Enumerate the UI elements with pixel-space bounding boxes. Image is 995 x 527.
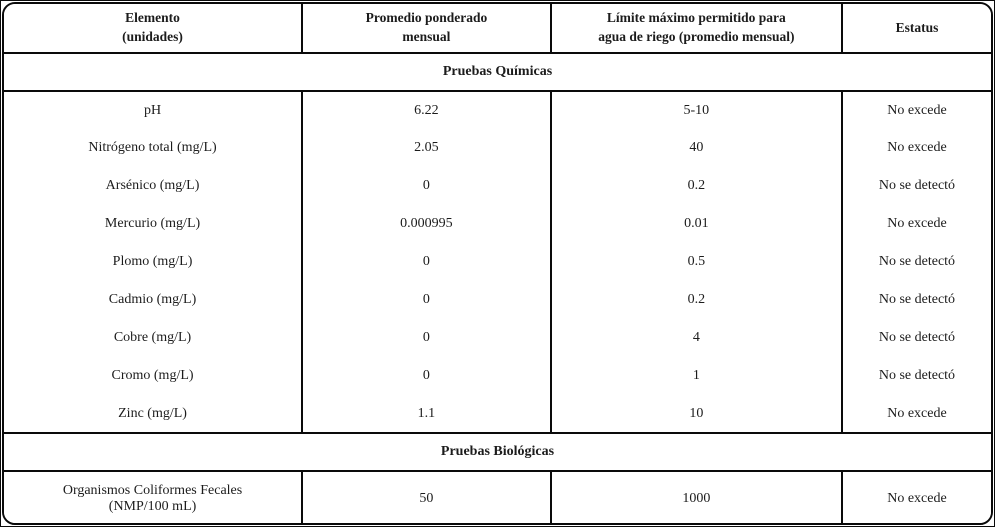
header-line: Promedio ponderado: [365, 10, 488, 26]
table-row: Arsénico (mg/L) 0 0.2 No se detectó: [4, 167, 991, 205]
estatus-cell: No excede: [840, 471, 991, 523]
promedio-cell: 1.1: [301, 395, 551, 433]
promedio-cell: 0: [301, 281, 551, 319]
estatus-cell: No se detectó: [840, 281, 991, 319]
column-header-promedio: Promedio ponderado mensual: [301, 4, 551, 54]
estatus-cell: No se detectó: [840, 167, 991, 205]
header-line: Límite máximo permitido para: [606, 10, 786, 26]
table-row: Cromo (mg/L) 0 1 No se detectó: [4, 357, 991, 395]
column-header-elemento: Elemento (unidades): [4, 4, 303, 54]
table-row: pH 6.22 5-10 No excede: [4, 91, 991, 129]
table-row: Organismos Coliformes Fecales (NMP/100 m…: [4, 471, 991, 523]
limite-cell: 5-10: [549, 91, 842, 129]
promedio-cell: 0: [301, 319, 551, 357]
promedio-cell: 0: [301, 167, 551, 205]
promedio-cell: 0.000995: [301, 205, 551, 243]
element-cell: Arsénico (mg/L): [4, 167, 303, 205]
element-cell: Mercurio (mg/L): [4, 205, 303, 243]
promedio-cell: 6.22: [301, 91, 551, 129]
table-row: Plomo (mg/L) 0 0.5 No se detectó: [4, 243, 991, 281]
element-cell: Plomo (mg/L): [4, 243, 303, 281]
limite-cell: 0.5: [549, 243, 842, 281]
limite-cell: 1000: [549, 471, 842, 523]
table-row: Zinc (mg/L) 1.1 10 No excede: [4, 395, 991, 433]
promedio-cell: 0: [301, 243, 551, 281]
limite-cell: 0.2: [549, 281, 842, 319]
element-cell: Cobre (mg/L): [4, 319, 303, 357]
promedio-cell: 2.05: [301, 129, 551, 167]
limite-cell: 0.2: [549, 167, 842, 205]
limite-cell: 40: [549, 129, 842, 167]
header-line: (unidades): [122, 29, 183, 44]
table-row: Cobre (mg/L) 0 4 No se detectó: [4, 319, 991, 357]
estatus-cell: No se detectó: [840, 357, 991, 395]
estatus-cell: No se detectó: [840, 319, 991, 357]
limite-cell: 0.01: [549, 205, 842, 243]
water-quality-table: Elemento (unidades) Promedio ponderado m…: [4, 4, 991, 523]
promedio-cell: 0: [301, 357, 551, 395]
element-cell: Zinc (mg/L): [4, 395, 303, 433]
element-line: Organismos Coliformes Fecales: [62, 483, 243, 498]
element-cell: Cromo (mg/L): [4, 357, 303, 395]
column-header-limite: Límite máximo permitido para agua de rie…: [549, 4, 842, 54]
element-cell: Cadmio (mg/L): [4, 281, 303, 319]
section-title: Pruebas Biológicas: [4, 432, 991, 472]
section-header-quimicas: Pruebas Químicas: [4, 52, 991, 92]
table-row: Mercurio (mg/L) 0.000995 0.01 No excede: [4, 205, 991, 243]
estatus-cell: No excede: [840, 129, 991, 167]
estatus-cell: No excede: [840, 205, 991, 243]
table-row: Nitrógeno total (mg/L) 2.05 40 No excede: [4, 129, 991, 167]
element-cell: Organismos Coliformes Fecales (NMP/100 m…: [4, 471, 303, 523]
column-header-estatus: Estatus: [840, 4, 991, 54]
header-line: Estatus: [895, 19, 939, 35]
limite-cell: 4: [549, 319, 842, 357]
table-header-row: Elemento (unidades) Promedio ponderado m…: [4, 4, 991, 54]
header-line: Elemento: [125, 10, 180, 26]
element-line: (NMP/100 mL): [108, 499, 197, 514]
header-line: mensual: [402, 29, 451, 44]
estatus-cell: No excede: [840, 91, 991, 129]
estatus-cell: No se detectó: [840, 243, 991, 281]
section-title: Pruebas Químicas: [4, 52, 991, 92]
estatus-cell: No excede: [840, 395, 991, 433]
element-cell: pH: [4, 91, 303, 129]
limite-cell: 10: [549, 395, 842, 433]
header-line: agua de riego (promedio mensual): [598, 29, 795, 44]
limite-cell: 1: [549, 357, 842, 395]
table-row: Cadmio (mg/L) 0 0.2 No se detectó: [4, 281, 991, 319]
section-header-biologicas: Pruebas Biológicas: [4, 432, 991, 472]
element-cell: Nitrógeno total (mg/L): [4, 129, 303, 167]
promedio-cell: 50: [301, 471, 551, 523]
